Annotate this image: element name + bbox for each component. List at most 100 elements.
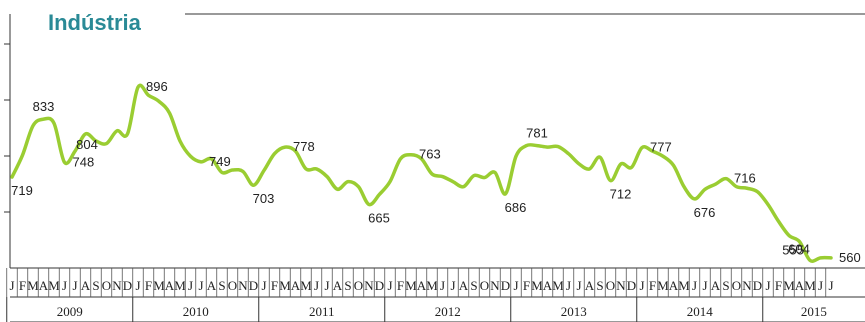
month-label: A	[417, 278, 427, 293]
month-label: A	[39, 278, 49, 293]
month-label: M	[405, 278, 417, 293]
data-label: 703	[253, 191, 275, 206]
month-label: N	[364, 278, 374, 293]
month-label: M	[678, 278, 690, 293]
data-label: 665	[368, 211, 390, 226]
month-label: J	[261, 278, 266, 293]
month-label: M	[552, 278, 564, 293]
month-label: S	[722, 278, 729, 293]
month-label: M	[804, 278, 816, 293]
month-label: J	[440, 278, 445, 293]
month-label: O	[354, 278, 363, 293]
month-label: A	[459, 278, 469, 293]
data-label: 555	[782, 242, 804, 257]
month-label: J	[639, 278, 644, 293]
data-label: 719	[11, 183, 33, 198]
year-label: 2010	[183, 304, 209, 319]
month-label: M	[531, 278, 543, 293]
year-label: 2013	[561, 304, 587, 319]
data-label: 778	[293, 139, 315, 154]
month-label: M	[174, 278, 186, 293]
year-label: 2012	[435, 304, 461, 319]
month-label: J	[702, 278, 707, 293]
month-label: D	[375, 278, 384, 293]
year-label: 2015	[801, 304, 827, 319]
month-label: M	[300, 278, 312, 293]
month-label: F	[271, 278, 278, 293]
month-label: A	[585, 278, 595, 293]
month-label: J	[324, 278, 329, 293]
month-label: M	[279, 278, 291, 293]
month-label: A	[669, 278, 679, 293]
year-label: 2011	[309, 304, 335, 319]
month-label: J	[828, 278, 833, 293]
series	[10, 83, 833, 263]
month-label: D	[249, 278, 258, 293]
month-label: D	[501, 278, 510, 293]
data-label: 763	[419, 147, 441, 162]
month-label: J	[9, 278, 14, 293]
year-label: 2014	[687, 304, 714, 319]
data-label: 604	[788, 241, 810, 256]
chart-title: Indústria	[48, 10, 142, 35]
month-label: J	[198, 278, 203, 293]
month-label: N	[238, 278, 248, 293]
data-label: 804	[76, 137, 98, 152]
month-label: A	[543, 278, 553, 293]
month-label: N	[616, 278, 626, 293]
month-label: F	[523, 278, 530, 293]
month-label: J	[135, 278, 140, 293]
month-label: F	[649, 278, 656, 293]
month-label: A	[291, 278, 301, 293]
y-ticks	[4, 43, 10, 213]
year-label: 2009	[57, 304, 83, 319]
data-label: 560	[839, 250, 861, 265]
month-label: S	[470, 278, 477, 293]
month-label: S	[92, 278, 99, 293]
month-label: M	[783, 278, 795, 293]
month-label: M	[426, 278, 438, 293]
data-label: 896	[146, 79, 168, 94]
month-label: A	[711, 278, 721, 293]
data-label: 686	[505, 200, 527, 215]
month-label: M	[27, 278, 39, 293]
data-label: 833	[33, 99, 55, 114]
month-label: D	[123, 278, 132, 293]
month-label: J	[450, 278, 455, 293]
month-label: J	[692, 278, 697, 293]
month-label: S	[596, 278, 603, 293]
data-label: 777	[650, 140, 672, 155]
month-label: M	[48, 278, 60, 293]
month-label: J	[765, 278, 770, 293]
month-label: J	[62, 278, 67, 293]
data-label: 749	[209, 154, 231, 169]
month-label: J	[566, 278, 571, 293]
month-label: M	[657, 278, 669, 293]
month-label: D	[627, 278, 636, 293]
month-label: A	[81, 278, 91, 293]
month-label: A	[207, 278, 217, 293]
data-label: 716	[734, 171, 756, 186]
month-label: A	[165, 278, 175, 293]
month-label: J	[387, 278, 392, 293]
month-label: F	[775, 278, 782, 293]
data-label: 676	[694, 205, 716, 220]
month-label: A	[333, 278, 343, 293]
month-label: F	[397, 278, 404, 293]
data-label: 748	[73, 154, 95, 169]
month-label: F	[145, 278, 152, 293]
data-label: 712	[610, 187, 632, 202]
month-label: J	[818, 278, 823, 293]
month-label: S	[344, 278, 351, 293]
month-label: O	[480, 278, 489, 293]
month-label: N	[112, 278, 122, 293]
month-label: O	[732, 278, 741, 293]
month-label: M	[153, 278, 165, 293]
month-label: N	[490, 278, 500, 293]
month-label: N	[742, 278, 752, 293]
month-label: F	[19, 278, 26, 293]
month-label: O	[606, 278, 615, 293]
month-label: O	[228, 278, 237, 293]
